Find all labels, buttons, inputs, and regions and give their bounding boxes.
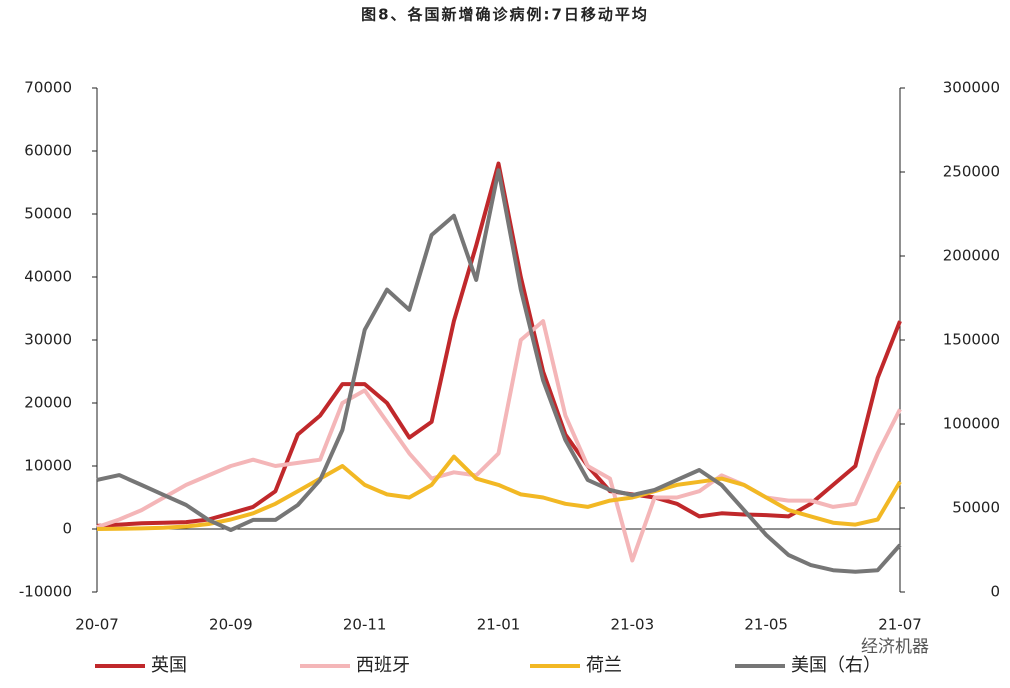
chart-title: 图8、各国新增确诊病例:7日移动平均	[361, 6, 649, 24]
x-tick-label: 21-03	[611, 616, 655, 634]
y-tick-label: 10000	[24, 457, 72, 475]
legend-label: 英国	[151, 655, 187, 676]
x-tick-label: 21-05	[744, 616, 788, 634]
y-tick-label: 0	[62, 520, 72, 538]
y2-tick-label: 300000	[943, 79, 1000, 97]
y2-tick-label: 200000	[943, 247, 1000, 265]
y2-tick-label: 50000	[952, 499, 1000, 517]
x-tick-label: 21-01	[477, 616, 521, 634]
watermark: 经济机器	[861, 637, 929, 657]
legend-label: 西班牙	[356, 655, 410, 676]
legend-label: 美国（右）	[791, 655, 881, 676]
y-tick-label: 70000	[24, 79, 72, 97]
y-tick-label: 20000	[24, 394, 72, 412]
legend-label: 荷兰	[586, 655, 622, 676]
x-tick-label: 20-11	[343, 616, 387, 634]
series-line	[96, 168, 902, 574]
y-tick-label: 30000	[24, 331, 72, 349]
x-tick-label: 21-07	[878, 616, 922, 634]
y-tick-label: 60000	[24, 142, 72, 160]
y-tick-label: -10000	[19, 583, 72, 601]
series-line	[96, 454, 902, 531]
y2-tick-label: 100000	[943, 415, 1000, 433]
y-tick-label: 50000	[24, 205, 72, 223]
y2-tick-label: 150000	[943, 331, 1000, 349]
x-tick-label: 20-07	[75, 616, 119, 634]
y2-tick-label: 0	[990, 583, 1000, 601]
series-line	[96, 161, 902, 528]
y2-tick-label: 250000	[943, 163, 1000, 181]
x-tick-label: 20-09	[209, 616, 253, 634]
y-tick-label: 40000	[24, 268, 72, 286]
